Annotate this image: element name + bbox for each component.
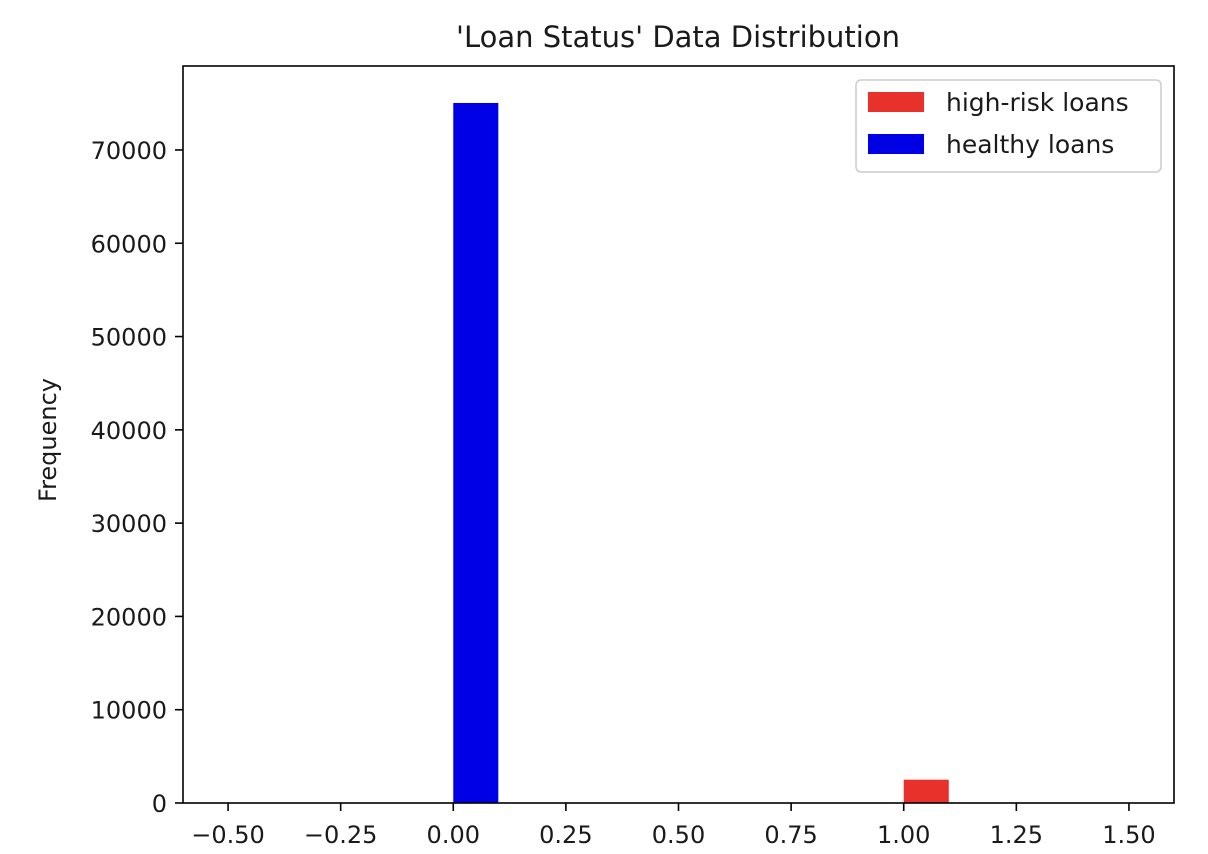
y-tick-label: 30000 <box>91 510 167 538</box>
legend-swatch-healthy-loans <box>868 134 924 154</box>
y-tick-label: 70000 <box>91 137 167 165</box>
legend-label-high-risk-loans: high-risk loans <box>946 88 1129 117</box>
x-tick-label: 1.25 <box>990 821 1043 849</box>
y-tick-label: 40000 <box>91 417 167 445</box>
y-axis-label: Frequency <box>34 378 62 502</box>
legend-label-healthy-loans: healthy loans <box>946 130 1114 159</box>
y-tick-label: 20000 <box>91 603 167 631</box>
plot-frame <box>182 65 1175 804</box>
y-axis-ticks: 0 10000 20000 30000 40000 50000 60000 70000 <box>91 137 183 818</box>
x-tick-label: 0.00 <box>427 821 480 849</box>
x-tick-label: 0.75 <box>764 821 817 849</box>
bar-healthy-loans-0 <box>453 102 499 804</box>
legend: high-risk loans healthy loans <box>855 79 1162 173</box>
x-tick-label: −0.25 <box>304 821 378 849</box>
y-tick-label: 0 <box>152 790 167 818</box>
x-tick-label: 0.25 <box>539 821 592 849</box>
x-tick-label: 1.00 <box>877 821 930 849</box>
bar-high-risk-loans-0 <box>903 779 949 803</box>
legend-box <box>855 79 1162 173</box>
chart-title: 'Loan Status' Data Distribution <box>456 20 900 54</box>
legend-swatch-high-risk-loans <box>868 92 924 112</box>
x-tick-label: 0.50 <box>652 821 705 849</box>
y-tick-label: 60000 <box>91 230 167 258</box>
x-tick-label: 1.50 <box>1102 821 1155 849</box>
y-tick-label: 10000 <box>91 697 167 725</box>
y-tick-label: 50000 <box>91 324 167 352</box>
x-tick-label: −0.50 <box>191 821 265 849</box>
x-axis-ticks: −0.50 −0.25 0.00 0.25 0.50 0.75 1.00 1.25 1.50 <box>191 803 1156 849</box>
bars-group <box>453 102 949 804</box>
